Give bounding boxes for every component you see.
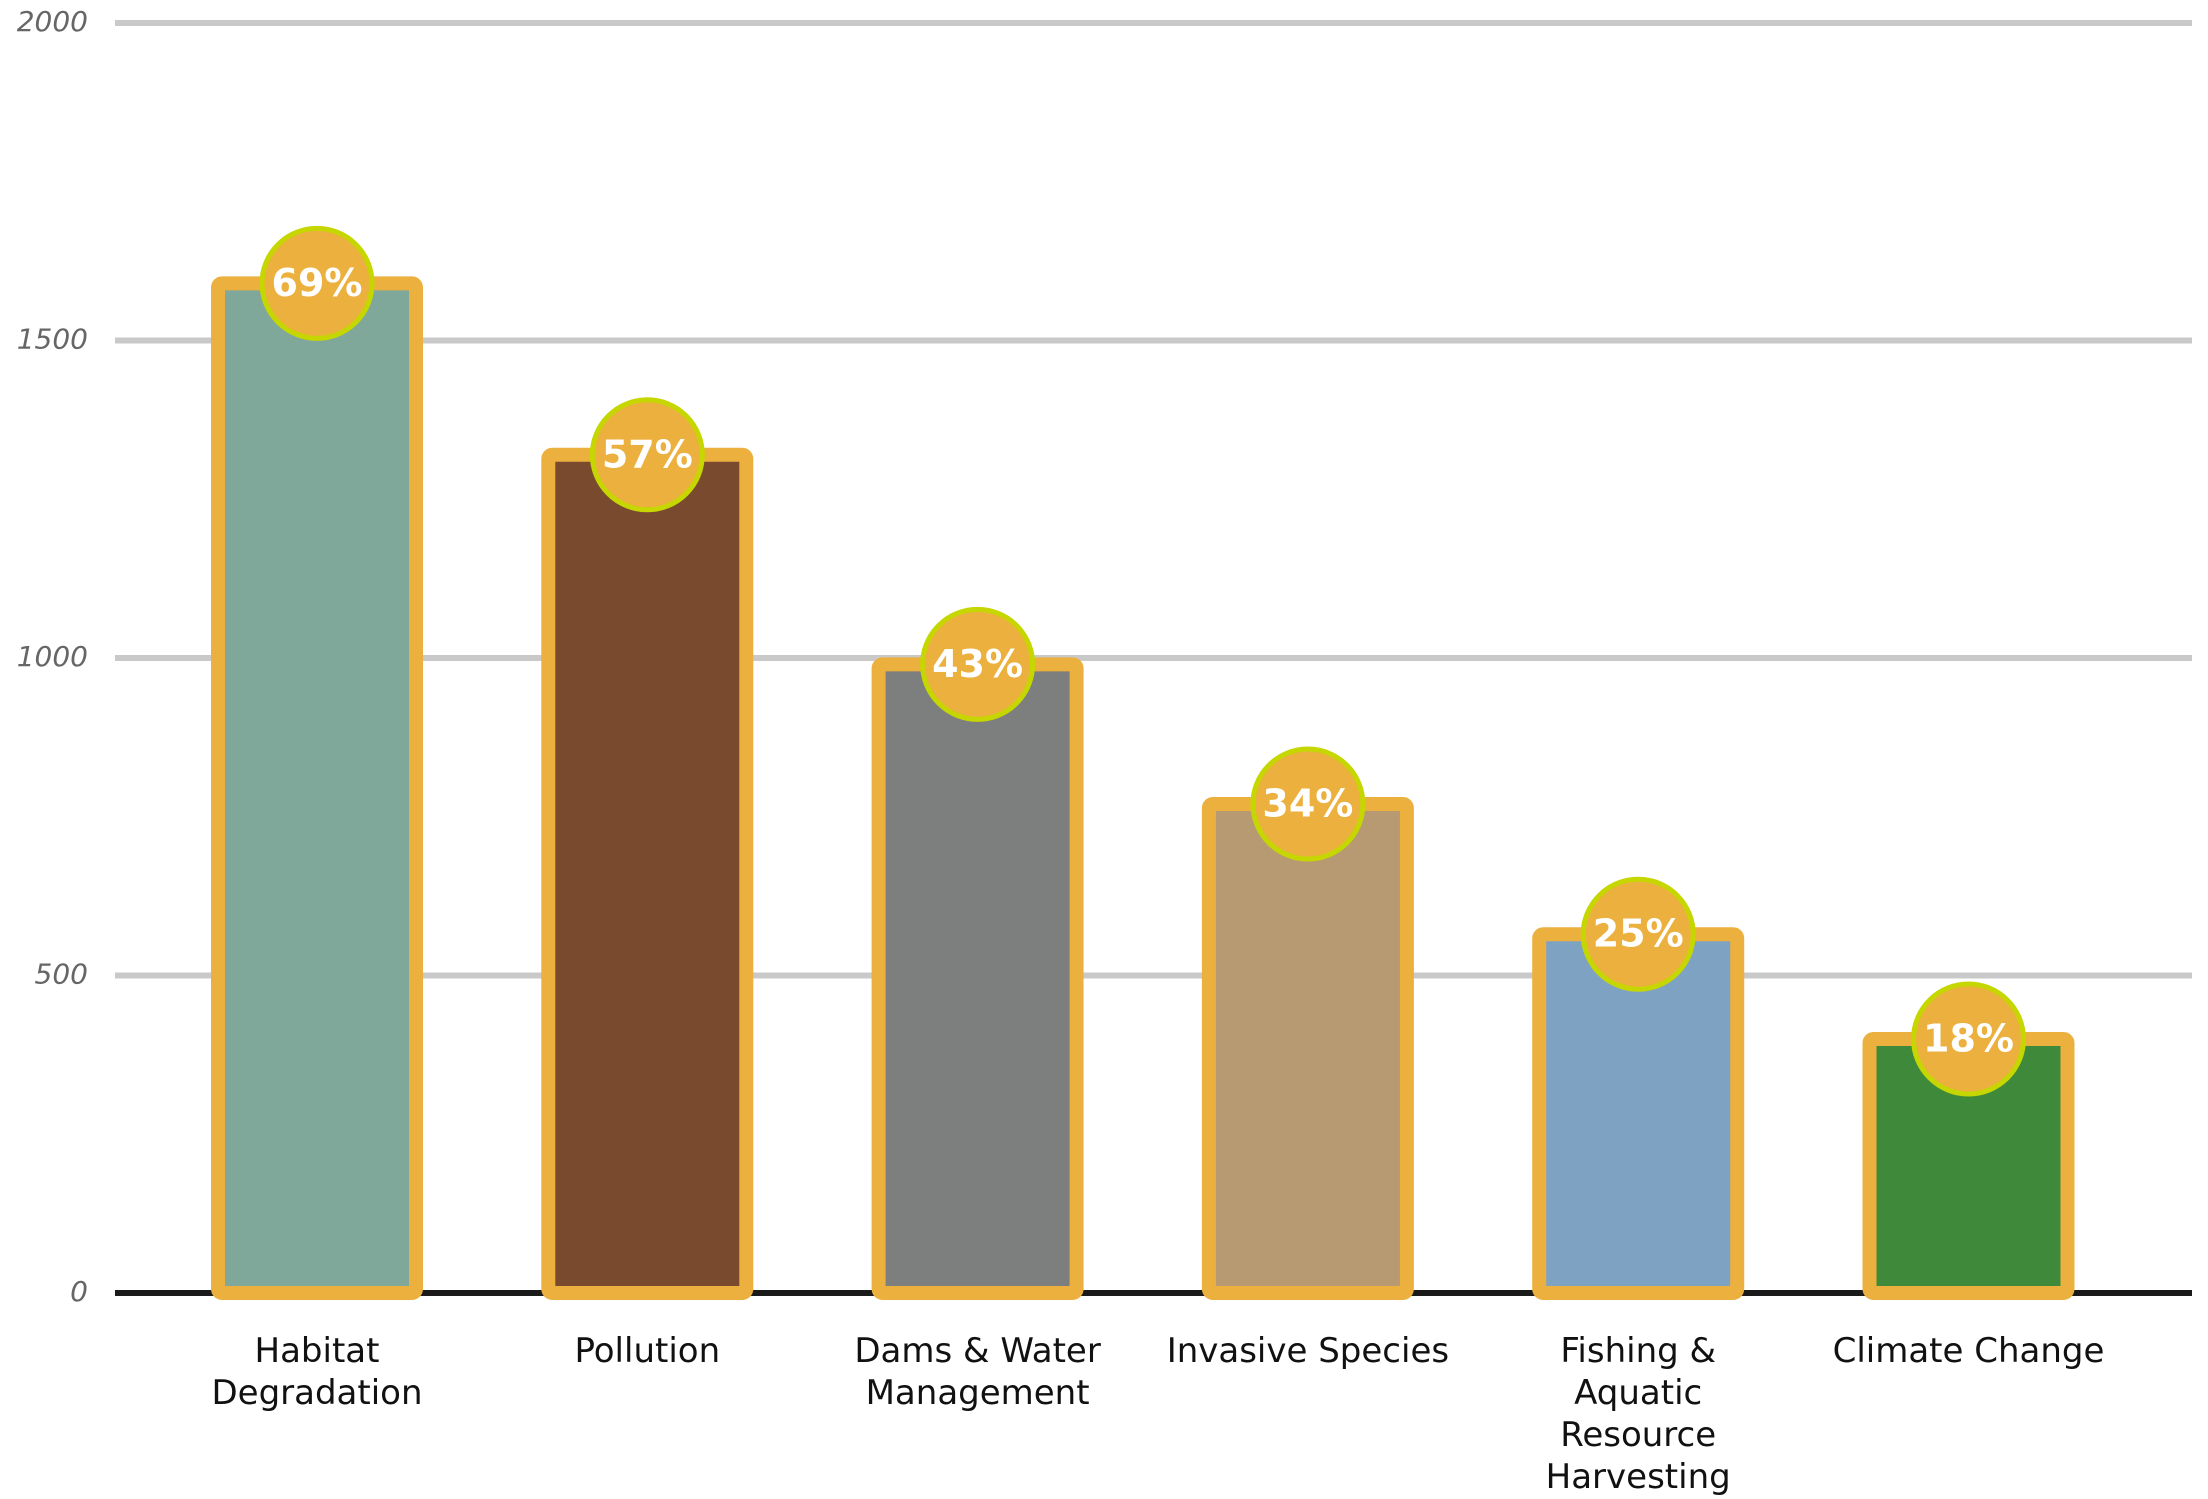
y-tick-label: 1000 bbox=[17, 640, 88, 673]
bar bbox=[548, 455, 746, 1293]
x-tick-label: Pollution bbox=[497, 1330, 797, 1372]
value-label: 57% bbox=[602, 432, 693, 476]
value-label: 18% bbox=[1923, 1017, 2014, 1061]
y-tick-label: 0 bbox=[70, 1275, 88, 1308]
y-tick-label: 1500 bbox=[17, 323, 88, 356]
value-label: 69% bbox=[272, 261, 363, 305]
value-label: 43% bbox=[932, 642, 1023, 686]
y-tick-label: 2000 bbox=[17, 5, 88, 38]
chart-svg: 0 500 1000 1500 2000 69% 57% 43% 34% 25% 18% bbox=[0, 0, 2208, 1499]
x-tick-label: Habitat Degradation bbox=[167, 1330, 467, 1414]
y-tick-label: 500 bbox=[35, 958, 88, 991]
x-tick-label: Invasive Species bbox=[1158, 1330, 1458, 1372]
value-label: 34% bbox=[1262, 782, 1353, 826]
chart: 0 500 1000 1500 2000 69% 57% 43% 34% 25% 18% Habit… bbox=[0, 0, 2208, 1499]
x-tick-label: Dams & Water Management bbox=[828, 1330, 1128, 1414]
value-label: 25% bbox=[1593, 912, 1684, 956]
x-tick-label: Climate Change bbox=[1819, 1330, 2119, 1372]
bar bbox=[1209, 804, 1407, 1293]
x-tick-label: Fishing & Aquatic Resource Harvesting bbox=[1528, 1330, 1748, 1498]
bar bbox=[879, 664, 1077, 1293]
bar bbox=[218, 283, 416, 1293]
